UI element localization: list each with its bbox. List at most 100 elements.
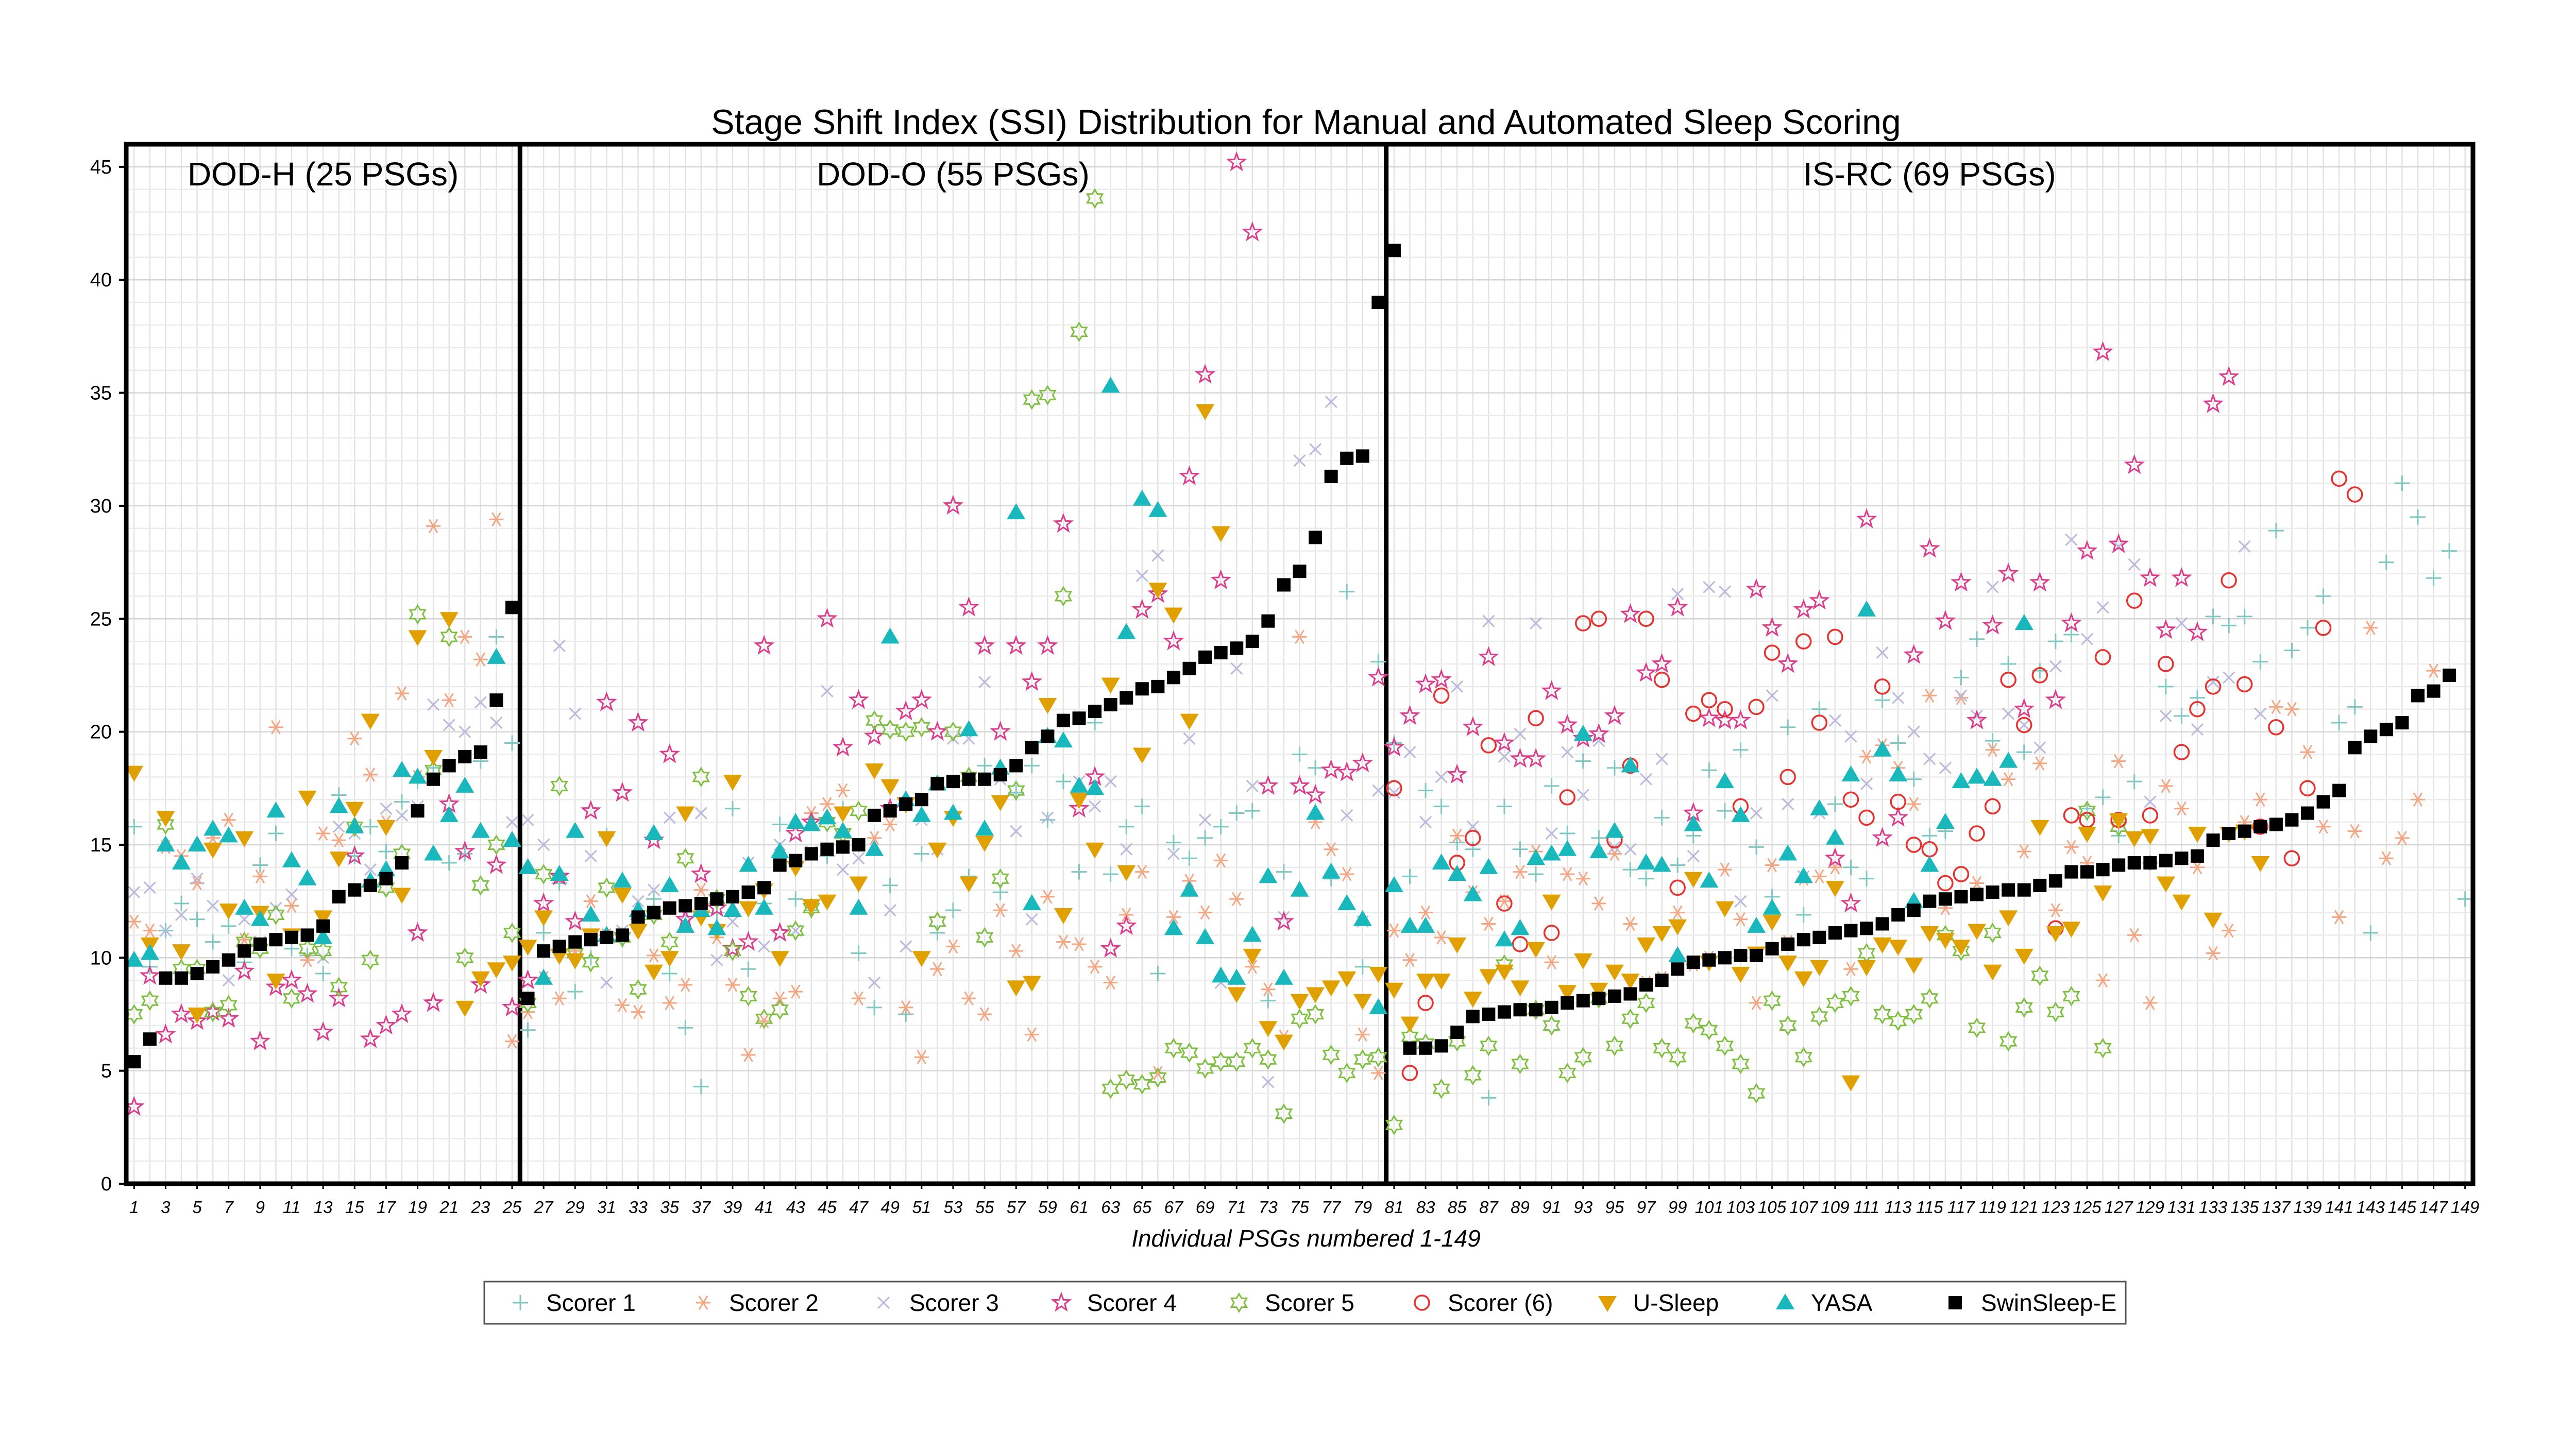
data-point xyxy=(1905,1004,1923,1025)
data-point xyxy=(1890,793,1906,810)
data-point xyxy=(1623,987,1637,1001)
data-point xyxy=(1040,890,1055,904)
data-point xyxy=(1843,962,1858,977)
data-point xyxy=(1118,819,1134,834)
data-point xyxy=(1024,758,1040,774)
data-point xyxy=(1561,996,1574,1010)
data-point xyxy=(1478,646,1499,667)
legend-entry: Scorer 1 xyxy=(513,1289,636,1316)
data-point xyxy=(2222,827,2236,841)
data-point xyxy=(361,949,380,970)
data-point xyxy=(773,858,787,872)
y-tick-label: 30 xyxy=(90,496,112,517)
data-point xyxy=(269,901,282,914)
data-point xyxy=(1701,762,1717,778)
data-point xyxy=(1747,1083,1766,1104)
data-point xyxy=(316,826,331,841)
data-point xyxy=(2015,997,2033,1018)
data-point xyxy=(660,931,679,952)
data-point xyxy=(1920,856,1939,872)
data-point xyxy=(974,635,995,655)
data-point xyxy=(2048,903,2063,917)
data-point xyxy=(376,1014,397,1035)
data-point xyxy=(2411,689,2425,703)
data-point xyxy=(2029,571,2050,592)
data-point xyxy=(534,864,553,884)
data-point xyxy=(1715,772,1734,789)
data-point xyxy=(2096,601,2109,614)
data-point xyxy=(865,710,884,731)
data-point xyxy=(1907,725,1920,738)
data-point xyxy=(753,635,775,655)
data-point xyxy=(2222,923,2236,938)
data-point xyxy=(1480,737,1497,754)
data-point xyxy=(2379,723,2393,737)
data-point xyxy=(455,947,474,968)
data-point xyxy=(2300,620,2316,636)
data-point xyxy=(362,819,378,834)
data-point xyxy=(1353,1049,1372,1070)
data-point xyxy=(1577,789,1589,802)
data-point xyxy=(1229,892,1244,907)
data-point xyxy=(411,804,425,818)
data-point xyxy=(757,1014,772,1028)
data-point xyxy=(1905,837,1922,853)
data-point xyxy=(1402,952,1417,967)
data-point xyxy=(459,725,471,738)
data-point xyxy=(2002,883,2015,897)
data-point xyxy=(1982,614,2003,635)
data-point xyxy=(298,938,316,959)
data-point xyxy=(457,846,473,862)
data-point xyxy=(2332,910,2347,925)
data-point xyxy=(2426,570,2442,586)
data-point xyxy=(645,905,663,925)
data-point xyxy=(1088,705,1102,719)
data-point xyxy=(694,807,707,820)
data-point xyxy=(1969,825,1985,842)
data-point xyxy=(440,626,458,647)
data-point xyxy=(2141,829,2160,845)
data-point xyxy=(1655,974,1669,987)
section-label: DOD-H (25 PSGs) xyxy=(188,156,459,193)
data-point xyxy=(233,960,255,980)
data-point xyxy=(314,941,332,962)
legend-marker xyxy=(877,1296,890,1309)
data-point xyxy=(2112,858,2126,872)
data-point xyxy=(1684,815,1703,831)
data-point xyxy=(723,901,742,917)
data-point xyxy=(1135,682,1149,696)
data-point xyxy=(328,987,350,1008)
data-point xyxy=(942,495,964,515)
legend-label: Scorer (6) xyxy=(1448,1289,1553,1316)
data-point xyxy=(1670,905,1685,920)
data-point xyxy=(1117,623,1136,639)
data-point xyxy=(676,806,695,823)
data-point xyxy=(267,905,285,925)
data-point xyxy=(943,804,962,820)
data-point xyxy=(1383,736,1405,757)
data-point xyxy=(646,891,662,907)
data-point xyxy=(2065,533,2078,546)
x-tick-label: 115 xyxy=(1916,1198,1943,1217)
data-point xyxy=(533,892,554,913)
data-point xyxy=(2411,792,2425,807)
data-point xyxy=(1482,1007,1496,1021)
data-point xyxy=(676,848,694,869)
data-point xyxy=(1668,1047,1687,1068)
data-point xyxy=(2031,667,2048,684)
x-tick-label: 117 xyxy=(1947,1198,1975,1217)
data-point xyxy=(911,689,933,709)
data-point xyxy=(281,969,302,990)
data-point xyxy=(1687,849,1700,862)
data-point xyxy=(568,935,582,949)
data-point xyxy=(1715,901,1734,917)
data-point xyxy=(991,868,1009,889)
data-point xyxy=(1639,978,1653,992)
x-tick-label: 57 xyxy=(1007,1198,1026,1217)
data-point xyxy=(1086,779,1105,795)
data-point xyxy=(1038,697,1057,714)
data-point xyxy=(298,790,317,807)
data-point xyxy=(1243,926,1262,942)
data-point xyxy=(1056,713,1070,727)
data-point xyxy=(1983,964,2002,981)
